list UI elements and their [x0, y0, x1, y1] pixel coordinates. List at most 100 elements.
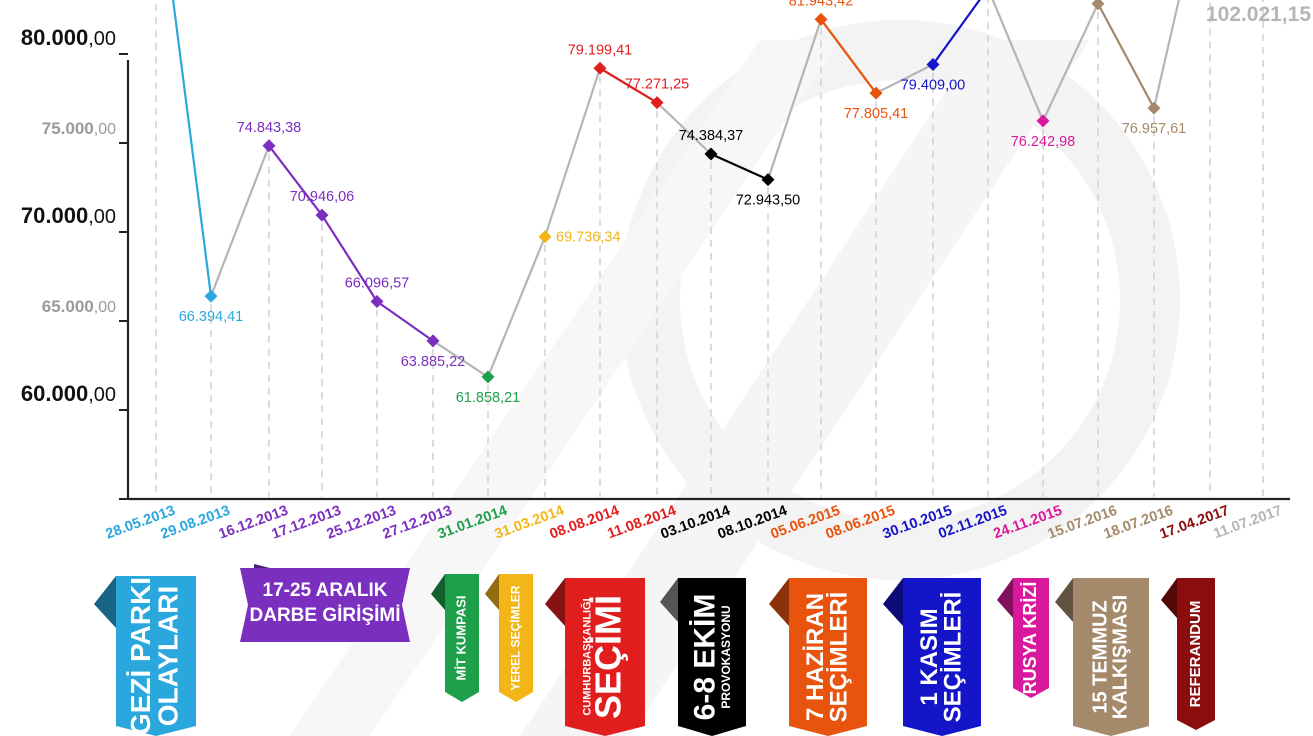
ribbon-label: GEZİ PARKI — [125, 577, 156, 735]
vertical-guides — [155, 0, 1264, 497]
ribbon-body — [499, 574, 533, 702]
ribbon-body — [445, 574, 479, 702]
y-tick-label: 70.000,00 — [21, 203, 116, 228]
y-tick-label: 65.000,00 — [42, 297, 116, 316]
ribbon-body — [1073, 578, 1149, 736]
ribbon-fold — [660, 578, 678, 622]
series-segment — [820, 18, 877, 94]
event-ribbon: 17-25 ARALIK DARBE GİRİŞİMİ — [240, 564, 410, 642]
series-segment — [321, 214, 378, 303]
ribbon-label: MİT KUMPASI — [454, 596, 469, 681]
ribbon-label: SEÇİMİ — [587, 595, 628, 719]
ribbon-fold — [1161, 578, 1177, 618]
series-segment — [766, 19, 823, 180]
series-segment — [268, 145, 323, 216]
y-axis-ticks: 100.000,0095.000,0090.000,0085.000,0080.… — [21, 25, 128, 500]
ribbon-fold — [997, 578, 1013, 618]
series-segment — [991, 0, 1045, 122]
ribbon-label: RUSYA KRİZİ — [1020, 582, 1040, 695]
watermark — [290, 20, 1180, 736]
data-point-marker — [370, 294, 384, 308]
data-value-label: 72.943,50 — [736, 193, 801, 209]
ribbon-body — [116, 576, 196, 736]
data-point-marker — [704, 147, 718, 161]
ribbon-label: 15 TEMMUZ — [1090, 600, 1112, 713]
event-ribbon: RUSYA KRİZİ — [997, 578, 1049, 698]
ribbon-label: SEÇİMLERİ — [939, 592, 966, 723]
ribbon-body — [240, 568, 410, 642]
ribbon-fold — [431, 574, 445, 610]
series-segment — [1152, 0, 1180, 109]
watermark-stroke — [290, 40, 840, 736]
ribbon-label: 1 KASIM — [916, 608, 943, 705]
ribbon-fold — [545, 578, 565, 626]
data-point-marker — [481, 370, 495, 384]
data-value-label: 102.021,15 — [1206, 3, 1311, 26]
data-value-label: 66.394,41 — [179, 309, 244, 325]
axes — [126, 60, 1290, 501]
data-value-label: 76.242,98 — [1011, 134, 1076, 150]
data-value-label: 66.096,57 — [345, 275, 410, 291]
series-segment — [1042, 3, 1099, 122]
y-tick-label: 80.000,00 — [21, 25, 116, 50]
ribbon-label: 17-25 ARALIK — [263, 580, 388, 601]
series-markers — [204, 0, 1161, 384]
data-point-marker — [761, 173, 775, 187]
series-lines — [171, 0, 1180, 378]
data-value-label: 79.199,41 — [568, 42, 633, 58]
ribbon-fold — [883, 578, 903, 626]
ribbon-label: PROVOKASYONU — [719, 605, 733, 708]
series-segment — [1097, 3, 1155, 109]
ribbon-body — [789, 578, 867, 736]
ribbon-body — [565, 578, 645, 736]
series-segment — [376, 300, 434, 342]
y-tick-label: 75.000,00 — [42, 119, 116, 138]
value-labels: 90.546,7566.394,4174.843,3870.946,0666.0… — [179, 0, 1312, 406]
series-segment — [656, 101, 712, 155]
ribbon-label: 6-8 EKİM — [688, 594, 721, 721]
event-ribbon: MİT KUMPASI — [431, 574, 479, 702]
ribbon-fold — [1055, 578, 1073, 622]
event-ribbon: YEREL SEÇİMLER — [485, 574, 533, 702]
data-point-marker — [650, 96, 664, 110]
data-point-marker — [262, 139, 276, 153]
series-segment — [432, 339, 489, 378]
data-point-marker — [1036, 114, 1050, 128]
ribbon-fold — [94, 576, 116, 628]
ribbon-label: YEREL SEÇİMLER — [507, 585, 522, 690]
series-segment — [710, 152, 769, 181]
watermark-stroke — [520, 40, 1090, 736]
series-segment — [543, 67, 602, 238]
data-point-marker — [869, 86, 883, 100]
data-value-label: 76.957,61 — [1122, 121, 1187, 137]
ribbon-body — [1177, 578, 1215, 730]
data-value-label: 61.858,21 — [456, 390, 521, 406]
ribbon-body — [1013, 578, 1049, 698]
event-ribbon: REFERANDUM — [1161, 578, 1215, 730]
series-segment — [932, 0, 981, 66]
y-tick-label: 60.000,00 — [21, 381, 116, 406]
series-segment — [209, 145, 271, 297]
data-value-label: 63.885,22 — [401, 354, 466, 370]
data-point-marker — [814, 12, 828, 26]
series-segment — [486, 236, 547, 378]
ribbon-label: SEÇİMLERİ — [825, 592, 852, 723]
data-value-label: 69.736,34 — [556, 230, 621, 246]
data-point-marker — [538, 230, 552, 244]
data-value-label: 74.384,37 — [679, 128, 744, 144]
ribbon-fold — [485, 574, 499, 610]
data-value-label: 70.946,06 — [290, 189, 355, 205]
ribbon-body — [678, 578, 746, 736]
data-value-label: 79.409,00 — [901, 78, 966, 94]
data-value-label: 74.843,38 — [237, 120, 302, 136]
ribbon-label: KALKIŞMASI — [1109, 595, 1131, 719]
data-point-marker — [1147, 101, 1161, 115]
ribbon-label: CUMHURBAŞKANLIĞI — [580, 598, 593, 715]
